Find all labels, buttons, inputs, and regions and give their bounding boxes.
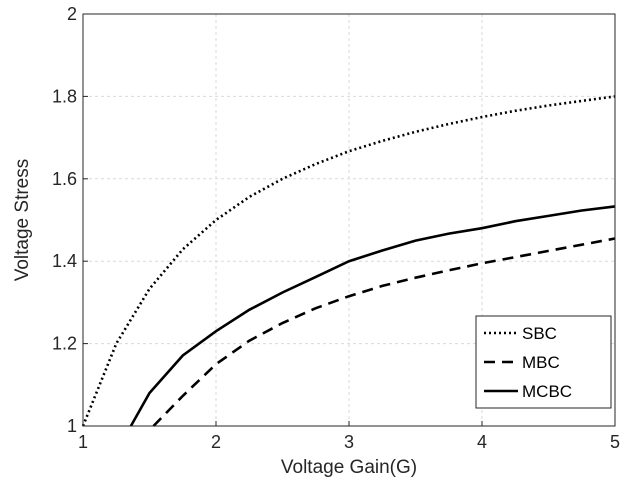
legend-label: MCBC xyxy=(522,382,572,401)
legend-box xyxy=(475,315,612,409)
x-tick-label: 1 xyxy=(78,432,88,452)
y-tick-label: 1.6 xyxy=(52,169,77,189)
legend: SBC MBC MCBC xyxy=(475,315,612,409)
series-line-sbc xyxy=(81,95,616,427)
x-tick-label: 5 xyxy=(610,432,620,452)
x-tick-label: 2 xyxy=(211,432,221,452)
x-tick-label: 4 xyxy=(477,432,487,452)
y-tick-label: 1.2 xyxy=(52,334,77,354)
y-tick-label: 1.8 xyxy=(52,86,77,106)
x-axis-label: Voltage Gain(G) xyxy=(281,457,417,478)
axis-ticks: 1 2 3 4 5 1 1.2 1.4 1.6 1.8 2 xyxy=(52,4,620,452)
plot-lines xyxy=(81,95,616,427)
series-line-mcbc xyxy=(129,205,616,427)
legend-label: MBC xyxy=(522,353,560,372)
legend-label: SBC xyxy=(522,324,557,343)
y-axis-label: Voltage Stress xyxy=(12,159,33,282)
x-tick-label: 3 xyxy=(344,432,354,452)
series-line-mbc xyxy=(152,237,616,427)
y-tick-label: 1 xyxy=(67,416,77,436)
y-tick-label: 2 xyxy=(67,4,77,24)
y-tick-label: 1.4 xyxy=(52,251,77,271)
